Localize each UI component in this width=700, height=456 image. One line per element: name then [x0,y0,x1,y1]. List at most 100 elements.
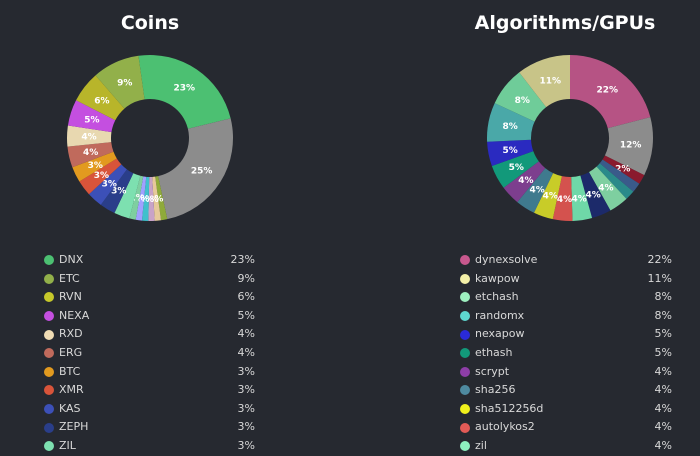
legend-percent: 4% [654,420,672,434]
legend-label: XMR [59,383,84,397]
legend-swatch [460,366,470,377]
legend-percent: 23% [230,253,255,266]
legend-percent: 4% [237,345,255,359]
slice-sha512256d [533,173,562,220]
legend-swatch [460,422,470,433]
legend-item-autolykos2: autolykos2 4% [460,418,672,437]
slice-zil [571,175,593,221]
legend-item-zeph: ZEPH 3% [44,418,255,437]
slice-other-5 [588,166,627,211]
legend-label: kawpow [475,271,520,285]
legend-swatch [460,255,470,266]
slice-label: 5% [84,115,99,125]
legend-swatch [44,329,54,340]
slice-autolykos2 [552,176,573,222]
legend-item-dnx: DNX 23% [44,251,255,270]
legend-percent: 6% [237,290,255,304]
slice-label: 3% [111,186,126,196]
slice-label: 4% [571,194,586,204]
slice-label: 11% [540,76,562,86]
legend-item-rxd: RXD 4% [44,325,255,344]
algorithms-donut-chart: 22%12%2%4%4%4%4%4%4%4%5%5%8%8%11% [487,55,653,222]
legend-percent: 5% [654,327,672,341]
slice-other-4 [148,176,155,221]
slice-scrypt [503,161,546,203]
slice-label: 3% [102,179,117,189]
legend-item-xmr: XMR 3% [44,381,255,400]
legend-swatch [460,385,470,396]
legend-item-kawpow: kawpow 11% [460,270,672,289]
slice-other-4 [596,163,634,199]
slice-btc [72,151,117,182]
legend-percent: 4% [654,438,672,452]
legend-percent: 3% [237,420,255,434]
legend-item-nexapow: nexapow 5% [460,325,672,344]
slice-label: 4% [598,183,613,193]
legend-item-dynexsolve: dynexsolve 22% [460,251,672,270]
legend-percent: 9% [237,271,255,285]
legend-label: RVN [59,290,82,304]
legend-item-sha512256d: sha512256d 4% [460,400,672,419]
algorithms-title: Algorithms/GPUs [474,12,656,34]
legend-label: NEXA [59,308,90,322]
slice-other-1 [604,117,653,176]
legend-label: scrypt [475,364,510,378]
slice-sha256 [517,168,554,213]
legend-percent: 8% [654,290,672,304]
legend-label: ethash [475,345,513,359]
slice-zeph [100,169,134,214]
legend-percent: 4% [654,364,672,378]
slice-rxd [67,125,112,147]
legend-label: ERG [59,345,83,359]
legend-label: sha256 [475,383,516,397]
legend-percent: 4% [237,327,255,341]
legend-swatch [460,292,470,303]
slice-label: 5% [509,163,524,173]
legend-swatch [44,292,54,303]
legend-label: DNX [59,253,84,266]
slice-label: 8% [503,122,518,132]
algorithms-panel: Algorithms/GPUs 22% 12% 2% 4% 4% 4% 4% 4% 4% 4% 5%… [350,0,700,455]
legend-label: randomx [475,308,525,322]
legend-percent: 3% [237,401,255,415]
legend-item-nexa: NEXA 5% [44,307,255,326]
legend-swatch [44,348,54,359]
slice-dnx [138,55,231,129]
legend-item-erg: ERG 4% [44,344,255,363]
legend-label: etchash [475,290,519,304]
legend-percent: 4% [654,383,672,397]
slice-rvn [76,75,125,121]
slice-other-6 [580,172,611,219]
slice-zil [114,173,141,219]
slice-ethash [491,151,539,188]
legend-item-zil: zil 4% [460,437,672,456]
legend-item-ethash: ethash 5% [460,344,672,363]
slice-kawpow [519,55,570,108]
slice-other-5 [141,176,150,221]
slice-erg [67,142,114,168]
coins-donut-chart: 23%25%2%2%2%2%2%3%3%3%3%4%4%5%6%9% [67,55,234,221]
legend-item-etc: ETC 9% [44,270,255,289]
legend-label: dynexsolve [475,253,538,266]
legend-item-zil: ZIL 3% [44,437,255,456]
coins-legend: DNX 23% ETC 9% RVN 6% NEXA 5% RXD 4% ERG 4% BTC 3% XMR… [44,251,255,456]
slice-label: 4% [557,195,572,205]
slice-label: 5% [503,146,518,156]
slice-label: 2% [148,195,163,205]
legend-item-rvn: RVN 6% [44,288,255,307]
legend-label: BTC [59,364,81,378]
legend-swatch [44,404,54,415]
legend-swatch [460,311,470,322]
slice-randomx [487,103,535,142]
legend-item-randomx: randomx 8% [460,307,672,326]
legend-label: nexapow [475,327,525,341]
slice-xmr [79,158,122,195]
slice-nexapow [487,139,534,166]
slice-dynexsolve [570,55,651,129]
legend-label: zil [475,438,487,452]
legend-swatch [460,441,470,452]
legend-swatch [460,329,470,340]
slice-etchash [494,72,547,122]
slice-label: 22% [597,86,619,96]
legend-percent: 4% [654,401,672,415]
